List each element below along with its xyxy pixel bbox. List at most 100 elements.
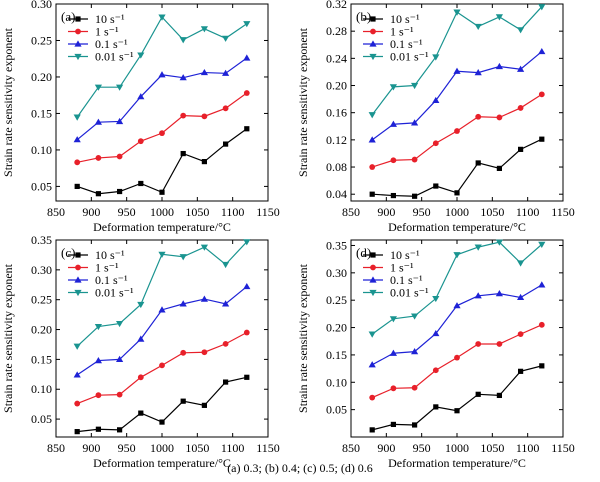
data-point (95, 426, 101, 432)
data-point (117, 427, 123, 433)
series-line (371, 51, 543, 141)
data-point (137, 93, 145, 100)
data-point (411, 119, 419, 126)
data-point (390, 192, 396, 199)
data-point (138, 410, 144, 416)
legend-marker (369, 289, 377, 297)
data-point (539, 363, 545, 369)
data-point (243, 282, 251, 290)
legend: 10 s⁻¹1 s⁻¹0.1 s⁻¹0.01 s⁻¹ (363, 12, 429, 64)
data-point (496, 114, 503, 121)
data-point (159, 189, 165, 195)
data-point (369, 191, 375, 197)
data-point (433, 404, 439, 410)
data-point (411, 156, 418, 163)
data-point (518, 146, 524, 152)
data-point (538, 91, 545, 98)
y-tick-label: 0.25 (326, 293, 347, 307)
legend-label: 0.01 s⁻¹ (95, 50, 134, 64)
figure-caption: (a) 0.3; (b) 0.4; (c) 0.5; (d) 0.6 (227, 461, 373, 475)
series-0.01 (73, 239, 251, 350)
data-point (222, 105, 229, 112)
y-tick-label: 0.20 (31, 70, 52, 84)
data-point (94, 118, 102, 125)
y-axis-label: Strain rate sensitivity exponent (296, 27, 310, 177)
data-point (495, 239, 503, 246)
data-point (158, 251, 166, 258)
data-point (180, 398, 186, 404)
data-point (432, 96, 440, 104)
x-axis-label: Deformation temperature/°C (388, 456, 526, 470)
data-point (453, 252, 461, 259)
data-point (453, 9, 461, 16)
series-10 (74, 126, 250, 197)
data-point (158, 71, 166, 78)
x-tick-label: 1100 (221, 205, 245, 219)
y-tick-label: 0.28 (326, 24, 347, 38)
x-tick-label: 1000 (150, 441, 174, 455)
legend-marker (74, 40, 82, 47)
data-point (223, 141, 229, 147)
data-point (117, 188, 123, 195)
data-point (411, 348, 419, 355)
data-point (180, 112, 187, 119)
data-point (389, 120, 397, 127)
x-axis-label: Deformation temperature/°C (93, 456, 231, 470)
data-point (454, 354, 460, 361)
data-point (74, 429, 80, 435)
data-point (454, 128, 460, 134)
data-point (244, 126, 250, 132)
data-point (223, 379, 229, 385)
data-point (496, 165, 502, 171)
x-tick-label: 1050 (480, 205, 504, 219)
data-point (475, 113, 482, 120)
data-point (411, 384, 418, 391)
data-point (73, 371, 81, 378)
y-tick-label: 0.10 (31, 143, 52, 157)
data-point (517, 331, 524, 338)
data-point (179, 300, 187, 307)
x-tick-label: 950 (413, 441, 431, 455)
series-0.01 (368, 239, 546, 338)
data-point (222, 35, 230, 42)
x-tick-label: 1150 (551, 441, 575, 455)
x-tick-label: 1100 (516, 205, 540, 219)
legend-label: 0.1 s⁻¹ (390, 37, 423, 51)
data-point (474, 23, 482, 31)
x-tick-label: 1000 (445, 205, 469, 219)
data-point (137, 374, 144, 381)
data-point (517, 105, 524, 111)
data-point (201, 113, 208, 120)
data-point (432, 295, 440, 303)
series-0.1 (368, 47, 546, 143)
x-tick-label: 1150 (256, 205, 280, 219)
legend-marker (370, 28, 376, 35)
y-tick-label: 0.05 (31, 412, 52, 426)
data-point (94, 84, 102, 91)
series-10 (369, 136, 545, 199)
data-point (369, 394, 376, 401)
series-0.01 (73, 14, 251, 121)
x-tick-label: 1150 (551, 205, 575, 219)
data-point (474, 69, 482, 76)
x-tick-label: 900 (377, 205, 395, 219)
y-tick-label: 0.16 (326, 106, 347, 120)
y-tick-label: 0.05 (326, 403, 347, 417)
x-tick-label: 900 (377, 441, 395, 455)
data-point (116, 391, 123, 398)
x-tick-label: 950 (118, 205, 136, 219)
data-point (412, 193, 418, 199)
y-tick-label: 0.30 (326, 266, 347, 280)
legend-marker (370, 252, 376, 258)
data-point (244, 374, 250, 380)
data-point (390, 421, 396, 428)
data-point (369, 164, 376, 170)
data-point (200, 295, 208, 302)
data-point (95, 155, 102, 161)
legend-marker (74, 276, 82, 283)
legend-label: 0.01 s⁻¹ (390, 286, 429, 300)
data-point (179, 74, 187, 81)
data-point (137, 301, 145, 309)
legend: 10 s⁻¹1 s⁻¹0.1 s⁻¹0.01 s⁻¹ (363, 248, 429, 300)
